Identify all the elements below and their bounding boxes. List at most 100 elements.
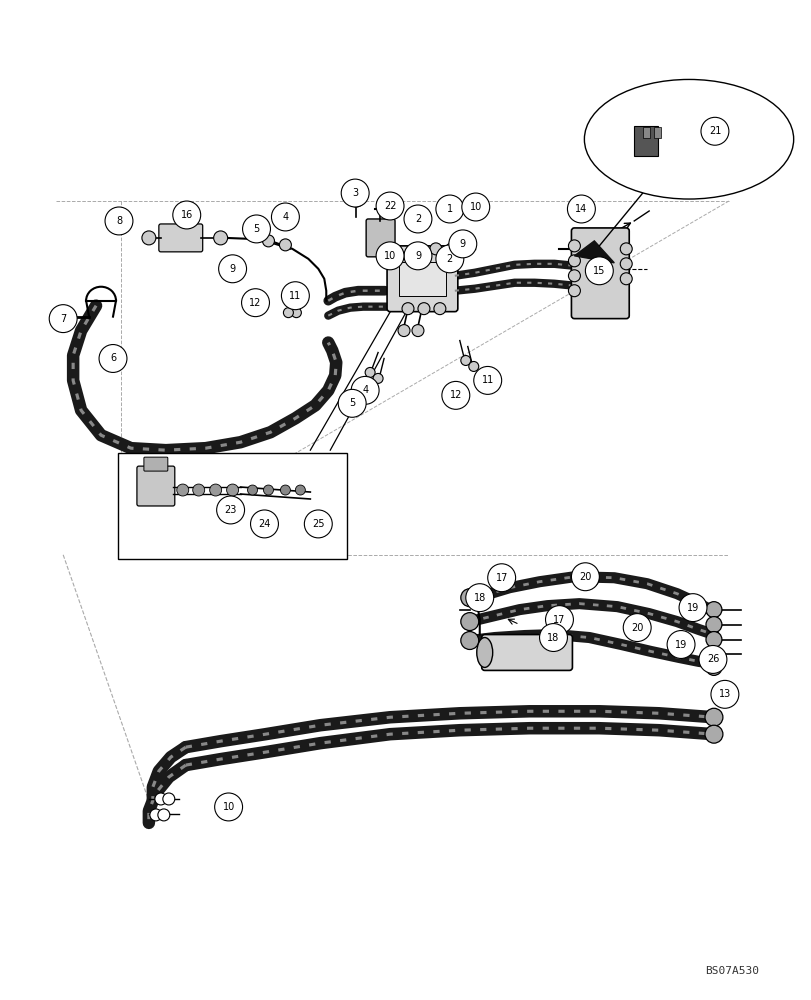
Text: 23: 23 (224, 505, 237, 515)
Circle shape (401, 303, 414, 315)
Text: 8: 8 (116, 216, 122, 226)
Text: 17: 17 (552, 615, 565, 625)
Circle shape (620, 273, 632, 285)
Circle shape (487, 564, 515, 592)
Circle shape (99, 345, 127, 372)
Circle shape (620, 243, 632, 255)
FancyBboxPatch shape (144, 457, 168, 471)
Text: 6: 6 (109, 353, 116, 363)
Circle shape (448, 230, 476, 258)
FancyBboxPatch shape (633, 126, 658, 156)
Circle shape (705, 602, 721, 618)
Text: 11: 11 (289, 291, 301, 301)
Circle shape (177, 484, 188, 496)
Circle shape (192, 484, 204, 496)
Circle shape (429, 243, 441, 255)
Circle shape (295, 485, 305, 495)
Circle shape (163, 793, 174, 805)
Text: 5: 5 (349, 398, 355, 408)
Circle shape (568, 255, 580, 267)
Text: 10: 10 (384, 251, 396, 261)
Circle shape (218, 255, 247, 283)
Circle shape (698, 646, 726, 673)
Circle shape (209, 484, 221, 496)
Circle shape (704, 708, 722, 726)
Circle shape (629, 618, 648, 638)
Circle shape (142, 231, 156, 245)
Circle shape (444, 252, 458, 266)
Text: 10: 10 (222, 802, 234, 812)
Text: 24: 24 (258, 519, 270, 529)
Circle shape (404, 242, 431, 270)
Circle shape (585, 257, 612, 285)
Circle shape (350, 376, 379, 404)
Circle shape (667, 631, 694, 658)
Text: 3: 3 (352, 188, 358, 198)
Circle shape (710, 680, 738, 708)
Circle shape (571, 563, 599, 591)
Circle shape (567, 195, 594, 223)
Circle shape (241, 289, 269, 317)
Circle shape (436, 195, 463, 223)
Circle shape (280, 485, 290, 495)
Circle shape (568, 270, 580, 282)
Circle shape (341, 179, 369, 207)
Text: 9: 9 (414, 251, 420, 261)
Circle shape (418, 303, 429, 315)
Circle shape (623, 614, 650, 642)
Text: 2: 2 (414, 214, 421, 224)
Circle shape (461, 193, 489, 221)
Circle shape (473, 366, 501, 394)
Circle shape (461, 355, 470, 365)
Circle shape (436, 245, 463, 273)
Circle shape (271, 203, 299, 231)
Circle shape (262, 235, 274, 247)
Text: 16: 16 (180, 210, 193, 220)
Circle shape (173, 201, 200, 229)
FancyBboxPatch shape (481, 635, 572, 670)
Circle shape (404, 205, 431, 233)
Circle shape (283, 308, 293, 318)
FancyBboxPatch shape (653, 127, 660, 138)
Circle shape (263, 485, 273, 495)
Circle shape (705, 617, 721, 633)
Circle shape (705, 659, 721, 675)
Circle shape (338, 389, 366, 417)
Text: 11: 11 (481, 375, 493, 385)
Text: 10: 10 (469, 202, 481, 212)
Circle shape (445, 243, 457, 255)
Circle shape (157, 809, 169, 821)
Circle shape (466, 584, 493, 612)
FancyBboxPatch shape (642, 127, 649, 138)
Circle shape (214, 793, 242, 821)
Circle shape (441, 381, 470, 409)
Text: 17: 17 (495, 573, 507, 583)
Text: 25: 25 (311, 519, 324, 529)
Circle shape (375, 192, 404, 220)
FancyBboxPatch shape (398, 262, 445, 296)
Circle shape (461, 243, 473, 255)
Circle shape (213, 231, 227, 245)
FancyBboxPatch shape (366, 219, 394, 257)
Ellipse shape (476, 638, 492, 667)
Text: BS07A530: BS07A530 (704, 966, 757, 976)
Circle shape (539, 624, 567, 651)
Circle shape (251, 510, 278, 538)
Circle shape (242, 215, 270, 243)
Circle shape (468, 361, 478, 371)
Circle shape (568, 285, 580, 297)
Circle shape (223, 262, 238, 276)
Text: 15: 15 (592, 266, 605, 276)
Circle shape (49, 305, 77, 333)
Text: 4: 4 (362, 385, 367, 395)
Circle shape (365, 367, 375, 377)
Circle shape (457, 234, 471, 248)
Circle shape (397, 325, 410, 337)
Circle shape (304, 510, 332, 538)
Circle shape (705, 632, 721, 647)
Text: 2: 2 (446, 254, 453, 264)
Circle shape (414, 243, 426, 255)
Circle shape (105, 207, 133, 235)
Circle shape (411, 325, 423, 337)
Text: 18: 18 (547, 633, 559, 643)
